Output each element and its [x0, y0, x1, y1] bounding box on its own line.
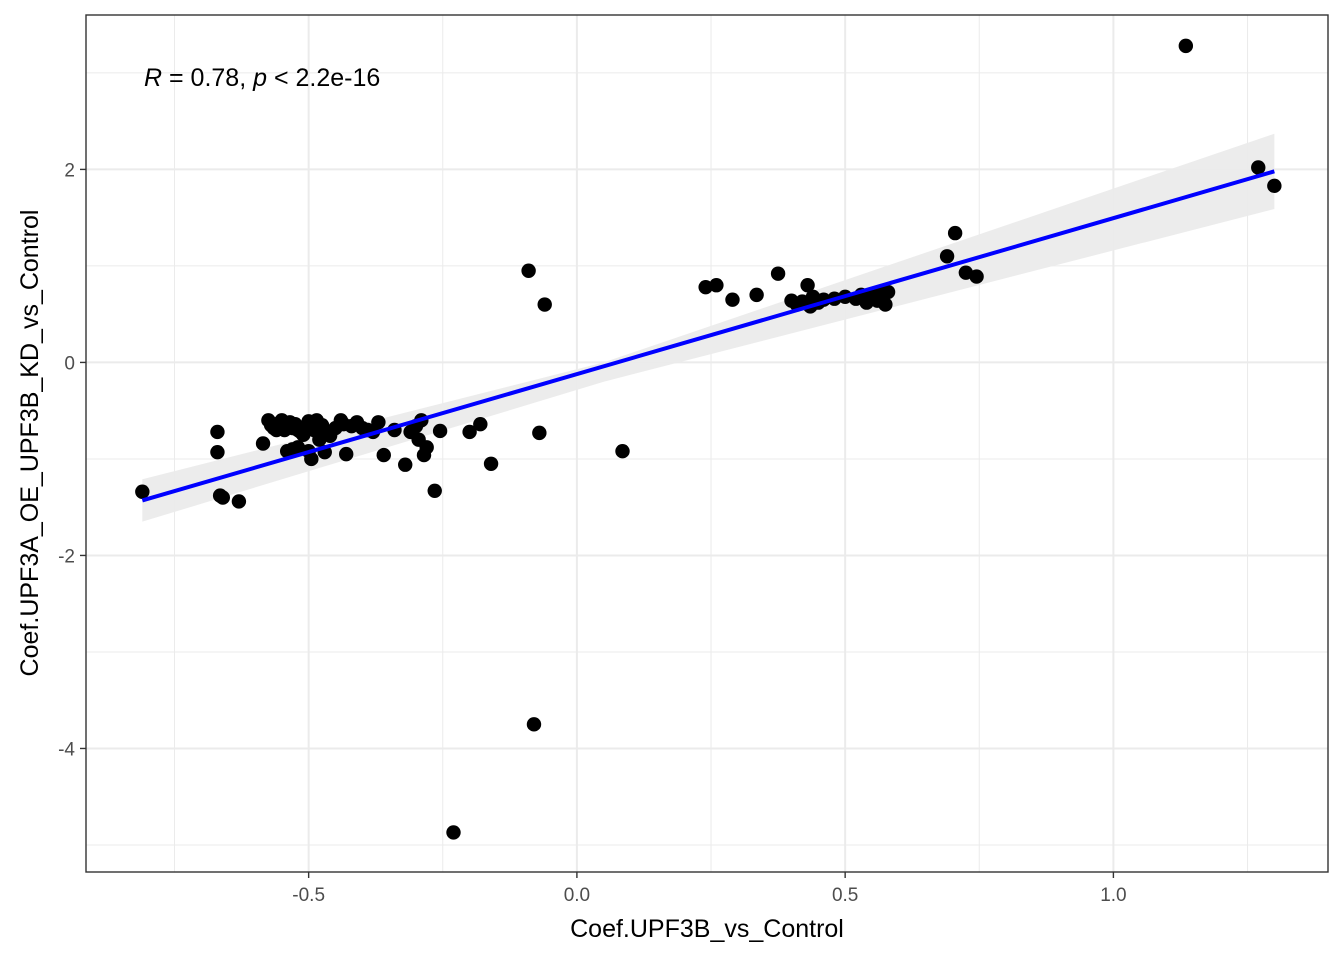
data-point [532, 425, 547, 441]
data-point [215, 490, 231, 505]
data-point [371, 415, 386, 430]
regression-line [141, 169, 1275, 503]
x-tick-label: 1.0 [1100, 885, 1126, 906]
data-points [135, 38, 1282, 840]
data-point [432, 423, 448, 439]
data-point [427, 483, 442, 498]
r-symbol: R [144, 64, 162, 92]
data-point [725, 292, 740, 307]
data-point [947, 225, 963, 241]
data-point [1251, 160, 1266, 175]
data-point [1178, 38, 1194, 54]
data-point [709, 278, 724, 293]
data-point [376, 447, 391, 463]
data-point [615, 444, 630, 459]
data-point [231, 494, 247, 509]
data-point [526, 717, 542, 732]
data-point [210, 424, 225, 440]
data-point [419, 440, 434, 455]
x-tick-label: -0.5 [292, 885, 325, 906]
panel-background [86, 15, 1328, 872]
data-point [483, 456, 499, 471]
data-point [880, 284, 896, 300]
r-value: = 0.78, [162, 64, 253, 92]
data-point [462, 424, 477, 440]
data-point [770, 266, 786, 281]
data-point [304, 451, 319, 467]
y-tick-label: 0 [64, 353, 75, 374]
data-point [446, 825, 461, 840]
correlation-annotation: R = 0.78, p < 2.2e-16 [144, 64, 380, 92]
data-point [210, 444, 225, 460]
data-point [255, 436, 271, 451]
data-point [698, 279, 713, 295]
x-tick-label: 0.0 [564, 885, 590, 906]
y-axis-ticks: -4 -2 0 2 [58, 160, 86, 760]
x-tick-label: 0.5 [832, 885, 858, 906]
p-value: < 2.2e-16 [267, 64, 380, 92]
data-point [398, 457, 413, 472]
data-point [969, 269, 984, 284]
p-symbol: p [252, 64, 267, 92]
data-point [135, 484, 150, 499]
data-point [749, 287, 764, 303]
y-tick-label: -2 [58, 546, 75, 567]
y-tick-label: -4 [58, 739, 75, 760]
data-point [339, 446, 354, 462]
panel-border [85, 14, 1329, 873]
minor-gridlines [86, 15, 1328, 872]
y-tick-label: 2 [64, 160, 75, 181]
y-axis-title: Coef.UPF3A_OE_UPF3B_KD_vs_Control [16, 210, 44, 677]
data-point [878, 297, 893, 312]
data-point [473, 416, 488, 432]
x-axis-title: Coef.UPF3B_vs_Control [570, 915, 844, 943]
x-axis-ticks: -0.5 0.0 0.5 1.0 [292, 872, 1127, 906]
data-point [939, 249, 955, 264]
data-point [537, 297, 552, 312]
data-point [1267, 178, 1282, 194]
data-point [800, 278, 815, 293]
major-gridlines [86, 15, 1328, 872]
data-point [322, 428, 338, 443]
data-point [521, 263, 536, 278]
